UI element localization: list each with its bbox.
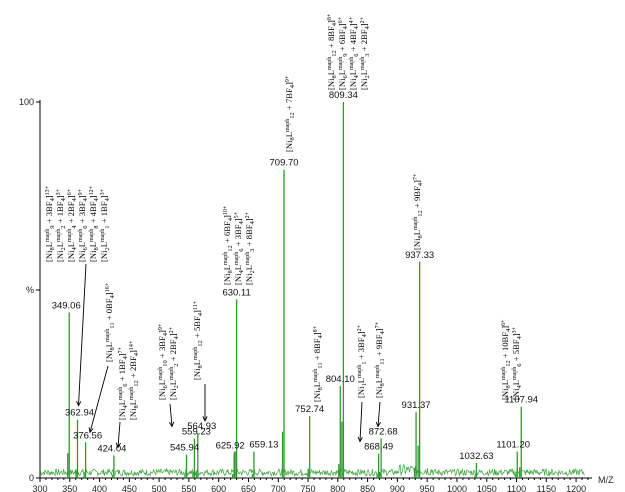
x-tick-label: 1050 [477, 484, 497, 492]
peak-label-625.92: 625.92 [216, 440, 245, 451]
annotation-2-line-0: [Ni4Lmaph6 + 1BF4]7+ [117, 346, 129, 420]
peak-label-349.06: 349.06 [52, 301, 81, 312]
peak-label-937.33: 937.33 [405, 250, 434, 261]
peak-label-559.23: 559.23 [182, 427, 211, 438]
peak-label-659.13: 659.13 [249, 440, 278, 451]
x-tick-label: 450 [122, 484, 137, 492]
arrow-head [88, 427, 94, 434]
x-tick-label: 1100 [507, 484, 526, 492]
annotation-0-line-1: [Ni2Lmaph2 + 1BF4]3+ [55, 188, 67, 262]
annotation-3-line-0: [Ni6Lmaph10 + 3BF4]9+ [157, 323, 169, 400]
y-tick-label: % [26, 285, 34, 295]
x-tick-label: 600 [211, 484, 226, 492]
peak-label-931.37: 931.37 [402, 400, 431, 411]
peak-label-1107.94: 1107.94 [504, 395, 538, 406]
y-ticks: 0% 100 [19, 97, 40, 483]
arrow-head [202, 416, 208, 422]
annotation-0-line-0: [Ni8Lmaph9 + 3BF4]13+ [44, 185, 56, 262]
peak-label-804.10: 804.10 [326, 374, 355, 385]
x-tick-label: 800 [330, 484, 345, 492]
peak-label-809.34: 809.34 [329, 90, 358, 101]
annotation-0-line-3: [Ni6Lmaph6 + 3BF4]9+ [77, 188, 89, 262]
annotation-8-line-3: [Ni2Lmaph3 + 2BF4]2+ [359, 16, 371, 90]
arrow-head [375, 421, 381, 428]
annotation-arrows [76, 263, 381, 449]
annotation-arrow [117, 421, 121, 448]
arrow-head [115, 442, 121, 449]
annotation-8-line-0: [Ni8Lmaph12 + 8BF4]8+ [326, 13, 338, 90]
annotation-2-line-1: [Ni8Lmaph12 + 2BF4]14+ [128, 340, 140, 420]
y-tick-label: 100 [19, 97, 34, 107]
arrow-head [169, 421, 175, 428]
arrow-head [76, 400, 82, 407]
x-tick-label: 1200 [566, 484, 586, 492]
x-tick-label: 350 [62, 484, 77, 492]
x-tick-label: 550 [181, 484, 196, 492]
y-tick-label: 0 [29, 473, 34, 483]
annotation-12-line-1: [Ni4Lmaph6 + 5BF4]3+ [511, 326, 523, 400]
x-tick-label: 300 [32, 484, 47, 492]
annotation-arrow [89, 365, 109, 433]
peak-label-564.93: 564.93 [187, 421, 216, 432]
annotation-8-line-2: [Ni4Lmaph6 + 4BF4]4+ [348, 16, 360, 90]
peak-label-868.49: 868.49 [364, 442, 393, 453]
peak-labels: 349.06 362.94 376.56 424.04 545.94 559.23564.… [52, 90, 538, 462]
peak-label-376.56: 376.56 [73, 430, 102, 441]
annotation-arrow [78, 263, 87, 406]
x-tick-label: 500 [152, 484, 167, 492]
annotation-1-line-0: [Ni8Lmaph11 + 0BF4]16+ [104, 282, 116, 362]
x-tick-label: 750 [301, 484, 316, 492]
annotation-10-line-0: [Ni8Lmaph11 + 9BF4]7+ [374, 321, 386, 398]
peak-label-630.11: 630.11 [222, 287, 250, 298]
annotation-arrow [169, 403, 173, 427]
annotation-arrow [359, 401, 363, 442]
axes [39, 100, 592, 479]
annotation-9-line-0: [Ni1Lmaph1 + 3BF4]2+ [356, 324, 368, 398]
annotation-0-line-4: [Ni8Lmaph8 + 4BF4]12+ [88, 185, 100, 262]
peak-label-709.70: 709.70 [270, 158, 299, 169]
annotation-6-line-0: [Ni8Lmaph12 + 7BF4]9+ [284, 75, 296, 152]
annotation-5-line-2: [Ni2Lmaph3 + 8BF4]2+ [244, 211, 256, 285]
annotation-3-line-1: [Ni2Lmaph2 + 2BF4]2+ [168, 326, 180, 400]
x-tick-label: 1000 [447, 484, 467, 492]
peak-label-362.94: 362.94 [65, 408, 94, 419]
annotation-4-line-0: [Ni8Lmaph12 + 5BF4]11+ [192, 300, 204, 380]
x-tick-label: 950 [420, 484, 435, 492]
peak-label-424.04: 424.04 [97, 443, 126, 454]
x-tick-label: 700 [271, 484, 286, 492]
peak-label-545.94: 545.94 [170, 443, 199, 454]
arrow-head [357, 436, 363, 443]
peak-label-752.74: 752.74 [295, 404, 324, 415]
peak-label-1032.63: 1032.63 [459, 451, 493, 462]
x-ticks: 300 350 400 450 500 550 600 650 700 750 800 850 900 9… [32, 478, 589, 492]
x-tick-label: 650 [241, 484, 256, 492]
x-tick-label: 900 [390, 484, 405, 492]
peaks [67, 102, 522, 478]
annotation-5-line-0: [Ni8Lmaph12 + 6BF4]10+ [222, 205, 234, 285]
annotations: [Ni8Lmaph9 + 3BF4]13+[Ni2Lmaph2 + 1BF4]3… [44, 13, 523, 420]
annotation-0-line-5: [Ni2Lmaph1 + 1BF4]3+ [99, 188, 111, 262]
x-tick-label: 1150 [537, 484, 556, 492]
annotation-8-line-1: [Ni6Lmaph9 + 6BF4]6+ [337, 16, 349, 90]
annotation-arrow [377, 401, 381, 427]
x-tick-label: 850 [360, 484, 375, 492]
baseline-noise-path [39, 463, 585, 477]
x-tick-label: 400 [92, 484, 107, 492]
annotation-12-line-0: [Ni8Lmaph12 + 10BF4]6+ [500, 319, 512, 400]
annotation-11-line-0: [Ni8Lmaph12 + 9BF4]7+ [412, 173, 424, 250]
peak-label-1101.20: 1101.20 [496, 440, 530, 451]
annotation-7-line-0: [Ni8Lmaph11 + 8BF4]8+ [312, 325, 324, 402]
peak-label-872.68: 872.68 [369, 427, 398, 438]
annotation-0-line-2: [Ni4Lmaph4 + 2BF4]6+ [66, 188, 78, 262]
baseline-noise [39, 463, 585, 477]
annotation-5-line-1: [Ni4Lmaph6 + 3BF4]5+ [233, 211, 245, 285]
x-axis-label: M/Z [598, 475, 614, 485]
